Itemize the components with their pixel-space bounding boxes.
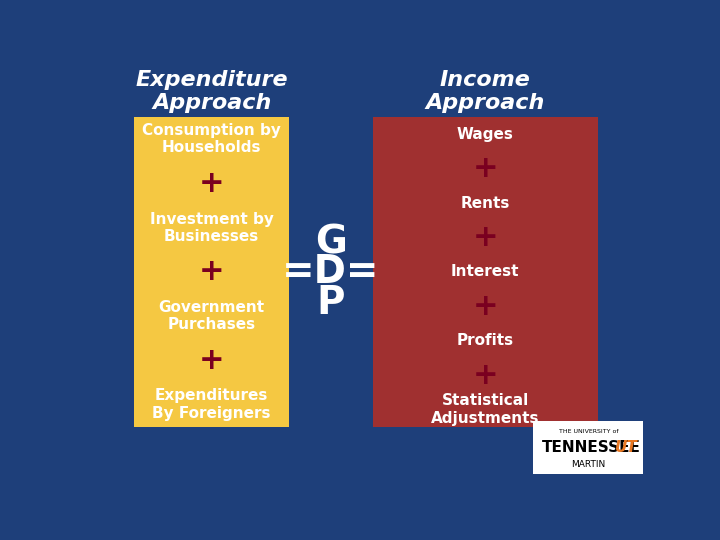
Text: +: + <box>472 292 498 321</box>
Text: +: + <box>199 346 225 375</box>
Text: Expenditure
Approach: Expenditure Approach <box>135 70 288 113</box>
Text: Income
Approach: Income Approach <box>426 70 545 113</box>
Text: TENNESSEE: TENNESSEE <box>542 440 641 455</box>
Text: THE UNIVERSITY of: THE UNIVERSITY of <box>559 429 618 434</box>
Text: P: P <box>317 284 346 322</box>
Text: +: + <box>472 223 498 252</box>
Text: Rents: Rents <box>461 195 510 211</box>
Text: Government
Purchases: Government Purchases <box>158 300 265 332</box>
Text: Wages: Wages <box>456 127 513 142</box>
Text: Statistical
Adjustments: Statistical Adjustments <box>431 393 539 426</box>
Text: +: + <box>472 154 498 183</box>
Text: +: + <box>472 361 498 390</box>
Text: MARTIN: MARTIN <box>571 460 606 469</box>
Text: UT: UT <box>615 440 637 455</box>
Text: =D=: =D= <box>282 253 379 291</box>
FancyBboxPatch shape <box>534 421 644 474</box>
Text: Interest: Interest <box>451 265 520 279</box>
FancyBboxPatch shape <box>373 117 598 427</box>
Text: Consumption by
Households: Consumption by Households <box>143 123 281 156</box>
Text: Profits: Profits <box>456 333 514 348</box>
Text: +: + <box>199 169 225 198</box>
Text: G: G <box>315 224 347 262</box>
Text: Investment by
Businesses: Investment by Businesses <box>150 212 274 244</box>
FancyBboxPatch shape <box>134 117 289 427</box>
Text: +: + <box>199 258 225 286</box>
Text: Expenditures
By Foreigners: Expenditures By Foreigners <box>153 388 271 421</box>
